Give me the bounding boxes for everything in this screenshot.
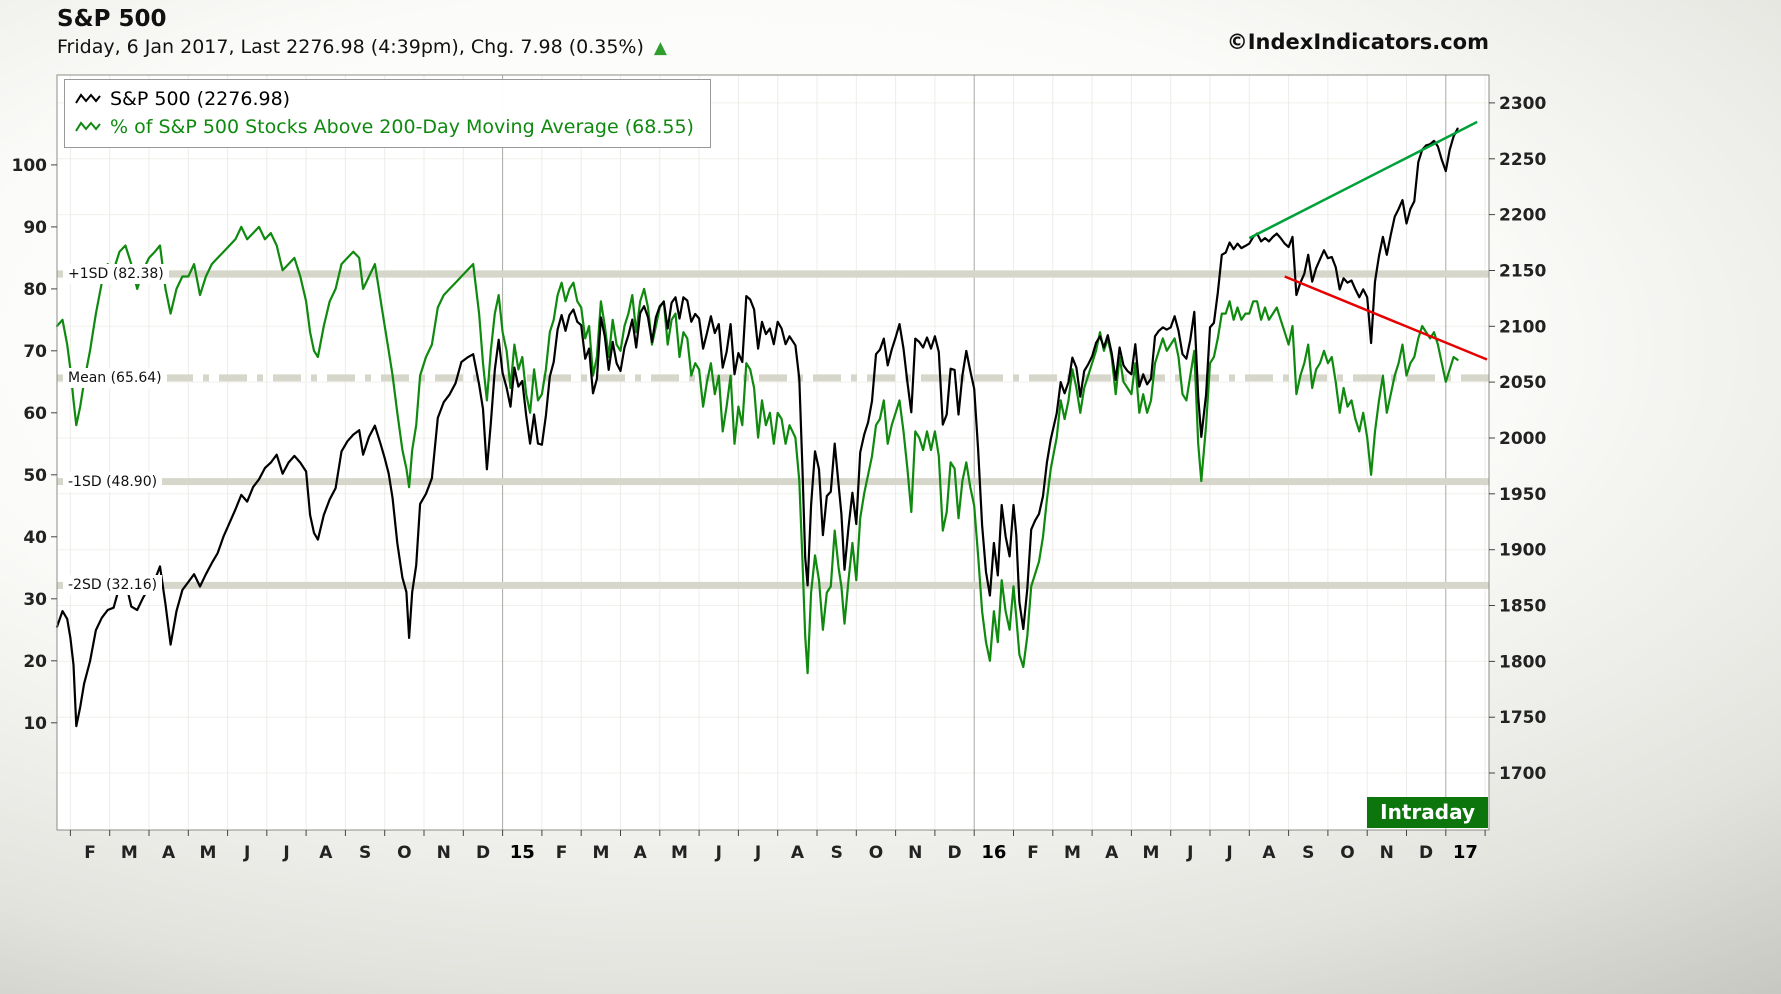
- up-triangle-icon: ▲: [653, 38, 667, 58]
- legend-row-sp500: S&P 500 (2276.98): [75, 88, 694, 110]
- x-axis-label: N: [908, 843, 922, 863]
- x-axis-label: J: [1225, 843, 1232, 863]
- x-axis-label: 16: [981, 842, 1006, 863]
- right-axis-label: 1900: [1499, 541, 1546, 561]
- right-axis-label: 2100: [1499, 317, 1546, 337]
- left-axis-label: 20: [23, 652, 47, 672]
- legend-label-sp500: S&P 500 (2276.98): [110, 88, 291, 110]
- left-axis-label: 90: [23, 218, 47, 238]
- copyright: ©IndexIndicators.com: [1226, 30, 1489, 54]
- left-axis-label: 60: [23, 404, 47, 424]
- x-axis-label: J: [282, 843, 289, 863]
- x-axis-label: M: [199, 843, 216, 863]
- x-axis-label: M: [592, 843, 609, 863]
- x-axis-label: A: [634, 843, 648, 863]
- legend-row-breadth: % of S&P 500 Stocks Above 200-Day Moving…: [75, 116, 694, 138]
- x-axis-label: D: [948, 843, 962, 863]
- page-title: S&P 500: [57, 6, 167, 32]
- x-axis-label: 17: [1453, 842, 1478, 863]
- x-axis-label: M: [121, 843, 138, 863]
- intraday-badge[interactable]: Intraday: [1367, 797, 1488, 828]
- series-line-breadth: [55, 225, 1459, 675]
- left-axis-label: 30: [23, 590, 47, 610]
- x-axis-label: A: [162, 843, 176, 863]
- right-axis-label: 2250: [1499, 150, 1546, 170]
- x-axis-label: M: [1143, 843, 1160, 863]
- x-axis-label: D: [1419, 843, 1433, 863]
- sd-band: [57, 581, 1489, 589]
- right-axis-label: 2200: [1499, 206, 1546, 226]
- x-axis-label: M: [1064, 843, 1081, 863]
- trendline-up-price: [1248, 120, 1478, 240]
- plot-background: [57, 75, 1489, 830]
- page-subtitle: Friday, 6 Jan 2017, Last 2276.98 (4:39pm…: [57, 36, 667, 58]
- x-axis-label: A: [319, 843, 333, 863]
- left-axis-label: 10: [23, 714, 47, 734]
- band-label: -2SD (32.16): [63, 575, 163, 595]
- x-axis-label: D: [476, 843, 490, 863]
- x-axis-label: A: [1105, 843, 1119, 863]
- right-axis-label: 2050: [1499, 373, 1546, 393]
- x-axis-label: O: [869, 843, 883, 863]
- x-axis-label: A: [791, 843, 805, 863]
- legend-label-breadth: % of S&P 500 Stocks Above 200-Day Moving…: [110, 116, 694, 138]
- legend: S&P 500 (2276.98) % of S&P 500 Stocks Ab…: [64, 79, 711, 148]
- band-label: -1SD (48.90): [63, 472, 163, 492]
- left-axis-label: 50: [23, 466, 47, 486]
- left-axis-label: 40: [23, 528, 47, 548]
- right-axis-label: 2000: [1499, 429, 1546, 449]
- x-axis-label: S: [359, 843, 371, 863]
- band-label: +1SD (82.38): [63, 264, 169, 284]
- left-axis-label: 80: [23, 280, 47, 300]
- x-axis-label: M: [671, 843, 688, 863]
- x-axis-label: O: [397, 843, 411, 863]
- left-axis-label: 100: [12, 156, 48, 176]
- x-axis-label: J: [243, 843, 250, 863]
- right-axis-label: 2300: [1499, 94, 1546, 114]
- right-axis-label: 2150: [1499, 262, 1546, 282]
- sd-band: [57, 478, 1489, 486]
- right-axis-label: 1700: [1499, 764, 1546, 784]
- x-axis-label: F: [556, 843, 568, 863]
- trendline-down-breadth: [1284, 275, 1488, 361]
- x-axis-label: A: [1262, 843, 1276, 863]
- line-sample-icon: [75, 121, 101, 132]
- x-axis-label: O: [1340, 843, 1354, 863]
- x-axis-label: J: [1186, 843, 1193, 863]
- x-axis-label: F: [1027, 843, 1039, 863]
- line-sample-icon: [75, 93, 101, 104]
- series-line-sp500: [55, 127, 1459, 728]
- x-axis-label: N: [437, 843, 451, 863]
- right-axis-label: 1750: [1499, 708, 1546, 728]
- x-axis-label: J: [715, 843, 722, 863]
- x-axis-label: J: [754, 843, 761, 863]
- right-axis-label: 1950: [1499, 485, 1546, 505]
- x-axis-label: S: [1302, 843, 1314, 863]
- x-axis-label: S: [831, 843, 843, 863]
- left-axis-label: 70: [23, 342, 47, 362]
- right-axis-label: 1850: [1499, 597, 1546, 617]
- x-axis-label: 15: [510, 842, 535, 863]
- band-label: Mean (65.64): [63, 368, 167, 388]
- x-axis-label: F: [84, 843, 96, 863]
- right-axis-label: 1800: [1499, 652, 1546, 672]
- plot-border: [56, 74, 1490, 831]
- subtitle-text: Friday, 6 Jan 2017, Last 2276.98 (4:39pm…: [57, 36, 644, 58]
- x-axis-label: N: [1380, 843, 1394, 863]
- sd-band: [57, 270, 1489, 278]
